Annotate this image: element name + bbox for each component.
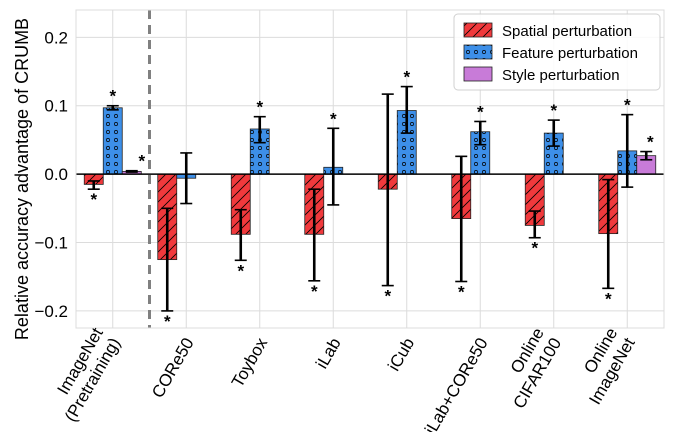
y-tick-label: −0.1 (34, 234, 68, 253)
significance-star: * (550, 101, 557, 120)
legend-swatch-outline (463, 22, 493, 38)
bar-hatch (84, 174, 104, 185)
significance-star: * (605, 289, 612, 308)
y-axis-label: Relative accuracy advantage of CRUMB (12, 18, 32, 340)
bar-hatch (397, 110, 417, 175)
bar-hatch (525, 174, 545, 226)
significance-star: * (647, 133, 654, 152)
significance-star: * (164, 312, 171, 331)
significance-star: * (138, 152, 145, 171)
legend-box (453, 13, 661, 91)
legend-label: Spatial perturbation (502, 23, 632, 40)
significance-star: * (90, 190, 97, 209)
significance-star: * (531, 239, 538, 258)
legend-swatch (464, 67, 492, 81)
x-tick-label: iLab+CORe50 (421, 335, 492, 433)
x-tick-label: iCub (384, 335, 418, 375)
significance-star: * (109, 87, 116, 106)
x-tick-label: CORe50 (148, 335, 198, 402)
legend-swatch-hatch (464, 45, 492, 59)
significance-star: * (477, 102, 484, 121)
bar-hatch (470, 131, 490, 175)
x-tick-label: iLab (312, 335, 345, 372)
significance-star: * (624, 96, 631, 115)
significance-star: * (256, 98, 263, 117)
significance-star: * (330, 109, 337, 128)
significance-star: * (403, 68, 410, 87)
plot-frame (75, 9, 665, 329)
legend-swatch-hatch (464, 23, 492, 37)
x-tick-label: Toybox (228, 334, 272, 391)
bar-hatch (250, 128, 270, 175)
legend-label: Feature perturbation (502, 45, 638, 62)
bar-hatch (103, 107, 123, 175)
legend-label: Style perturbation (502, 67, 620, 84)
significance-star: * (384, 287, 391, 306)
y-tick-label: 0.0 (44, 165, 68, 184)
legend-swatch-outline (463, 66, 493, 82)
significance-star: * (311, 282, 318, 301)
legend-swatch-outline (463, 44, 493, 60)
bar-hatch (544, 133, 564, 175)
y-tick-label: −0.2 (34, 302, 68, 321)
bar-hatch (231, 174, 251, 235)
significance-star: * (458, 282, 465, 301)
y-tick-label: 0.1 (44, 97, 68, 116)
y-tick-label: 0.2 (44, 28, 68, 47)
significance-star: * (237, 261, 244, 280)
